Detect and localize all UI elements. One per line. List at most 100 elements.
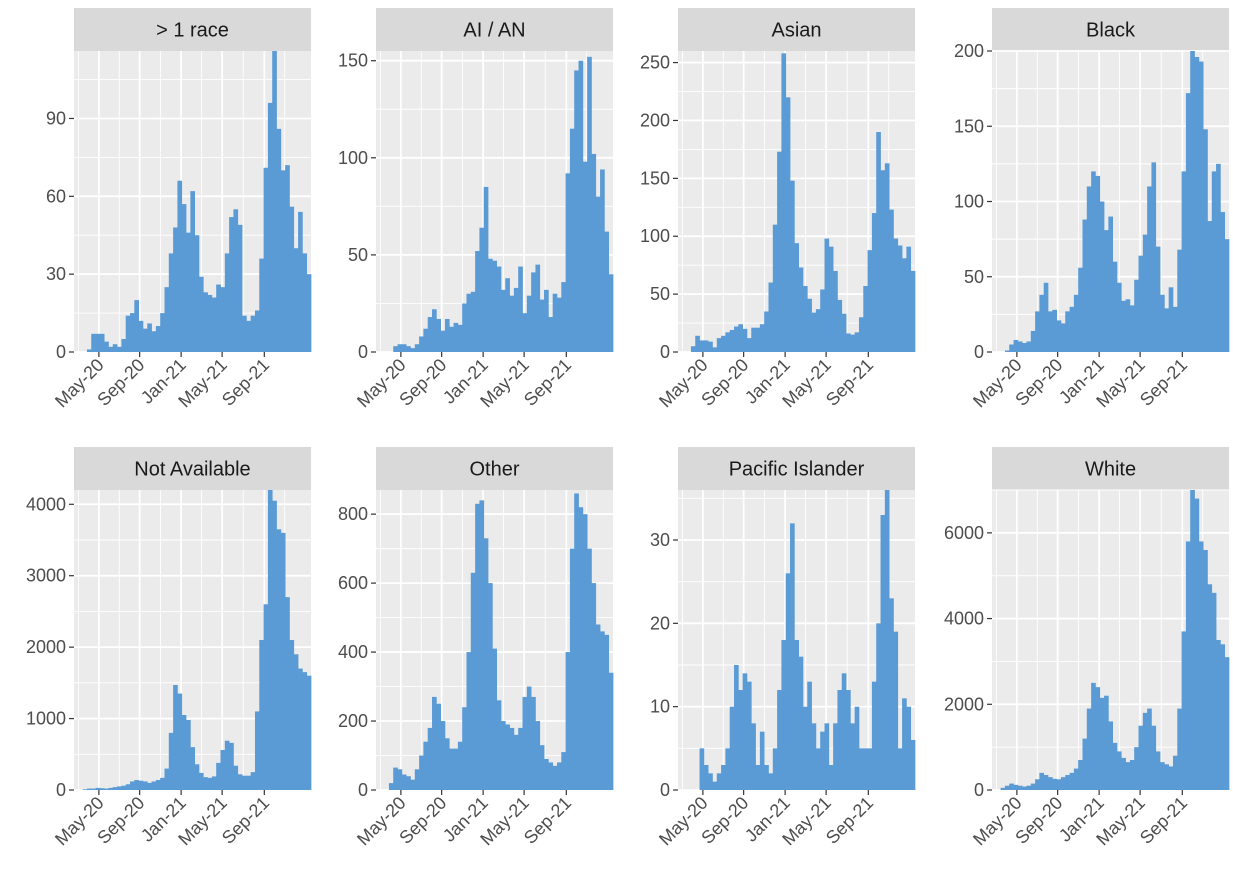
histogram-bar: [194, 764, 200, 790]
histogram-bar: [703, 765, 709, 790]
x-tick-label: Sep-21: [218, 793, 273, 848]
histogram-bar: [432, 309, 437, 352]
histogram-bar: [173, 227, 178, 352]
y-tick-label: 0: [358, 342, 368, 362]
histogram-bar: [194, 235, 200, 352]
histogram-bar: [91, 333, 96, 352]
histogram-bar: [738, 324, 743, 352]
y-axis: 0 10 20 30: [650, 530, 678, 800]
histogram-bar: [1129, 305, 1135, 352]
histogram-bar: [703, 340, 709, 352]
histogram-bar: [492, 260, 498, 352]
facet-strip: [992, 8, 1229, 51]
y-axis: 0 1000 2000 3000 4000: [26, 494, 74, 800]
histogram-bar: [479, 500, 485, 790]
histogram-bar: [151, 331, 157, 352]
facet-strip: [376, 8, 613, 51]
histogram-bar: [414, 344, 420, 352]
histogram-bar: [138, 780, 144, 790]
histogram-bar: [850, 723, 856, 790]
y-tick-label: 0: [56, 780, 66, 800]
histogram-bar: [229, 217, 234, 352]
histogram-bar: [147, 782, 152, 790]
histogram-bar: [254, 711, 260, 790]
histogram-bar: [1099, 201, 1105, 352]
histogram-bar: [906, 246, 912, 352]
histogram-bar: [1207, 584, 1213, 790]
histogram-bar: [509, 295, 515, 352]
histogram-bar: [721, 765, 726, 790]
facet-strip-label: White: [1085, 459, 1136, 481]
histogram-bar: [436, 703, 441, 790]
histogram-bar: [526, 686, 532, 790]
y-tick-label: 150: [954, 116, 984, 136]
histogram-bar: [815, 309, 821, 352]
histogram-bar: [475, 503, 480, 790]
y-tick-label: 0: [974, 342, 984, 362]
histogram-bar: [1160, 762, 1165, 790]
y-tick-label: 1000: [26, 709, 66, 729]
histogram-bar: [108, 346, 114, 352]
histogram-bar: [1220, 644, 1226, 790]
histogram-bar: [837, 690, 843, 790]
histogram-bar: [211, 776, 217, 790]
facet-strip-label: > 1 race: [156, 20, 229, 42]
histogram-bar: [802, 706, 808, 790]
histogram-bar: [820, 731, 825, 790]
histogram-bar: [224, 253, 230, 352]
histogram-bar: [1035, 311, 1040, 352]
facet-strip: [74, 447, 311, 490]
y-tick-label: 150: [338, 51, 368, 71]
histogram-bar: [738, 690, 743, 790]
histogram-bar: [1181, 171, 1187, 352]
histogram-bar: [1181, 631, 1187, 790]
y-axis: 0 2000 4000 6000: [944, 523, 992, 800]
histogram-bar: [1060, 777, 1066, 790]
histogram-bar: [721, 335, 726, 352]
facet-strip-label: Black: [1086, 20, 1136, 42]
y-tick-label: 2000: [944, 694, 984, 714]
y-axis: 0 200 400 600 800: [338, 504, 376, 800]
histogram-bar: [462, 303, 467, 352]
histogram-bar: [466, 293, 472, 352]
histogram-bar: [1026, 785, 1032, 790]
histogram-bar: [1030, 783, 1036, 790]
histogram-bar: [1043, 282, 1049, 352]
histogram-bar: [1091, 682, 1096, 790]
histogram-bar: [505, 724, 510, 790]
histogram-bar: [259, 640, 264, 790]
histogram-bar: [1203, 129, 1208, 352]
y-tick-label: 10: [650, 697, 670, 717]
histogram-bar: [539, 745, 545, 790]
histogram-bar: [1116, 282, 1122, 352]
histogram-bar: [863, 286, 868, 352]
histogram-bar: [854, 706, 860, 790]
histogram-bar: [99, 788, 105, 790]
facet-black: Black 0 50 100 150 200 May-20Sep-20Jan-21May-2…: [954, 8, 1230, 411]
histogram-bar: [1168, 766, 1174, 790]
histogram-bar: [95, 333, 101, 352]
histogram-bar: [535, 264, 541, 352]
histogram-bar: [1099, 697, 1105, 790]
histogram-bar: [1155, 246, 1161, 352]
histogram-bar: [86, 788, 92, 790]
histogram-bar: [500, 721, 506, 790]
histogram-bar: [1069, 772, 1075, 790]
y-tick-label: 800: [338, 504, 368, 524]
histogram-bar: [889, 598, 894, 790]
histogram-bar: [1069, 306, 1075, 352]
histogram-bar: [880, 515, 886, 790]
histogram-bar: [198, 276, 204, 352]
histogram-bar: [1004, 350, 1010, 352]
facet-strip: [376, 447, 613, 490]
y-tick-label: 600: [338, 573, 368, 593]
histogram-bar: [539, 299, 545, 352]
y-tick-label: 4000: [944, 609, 984, 629]
histogram-bar: [280, 170, 286, 352]
x-tick-label: Sep-21: [1136, 793, 1191, 848]
histogram-bar: [216, 762, 221, 790]
